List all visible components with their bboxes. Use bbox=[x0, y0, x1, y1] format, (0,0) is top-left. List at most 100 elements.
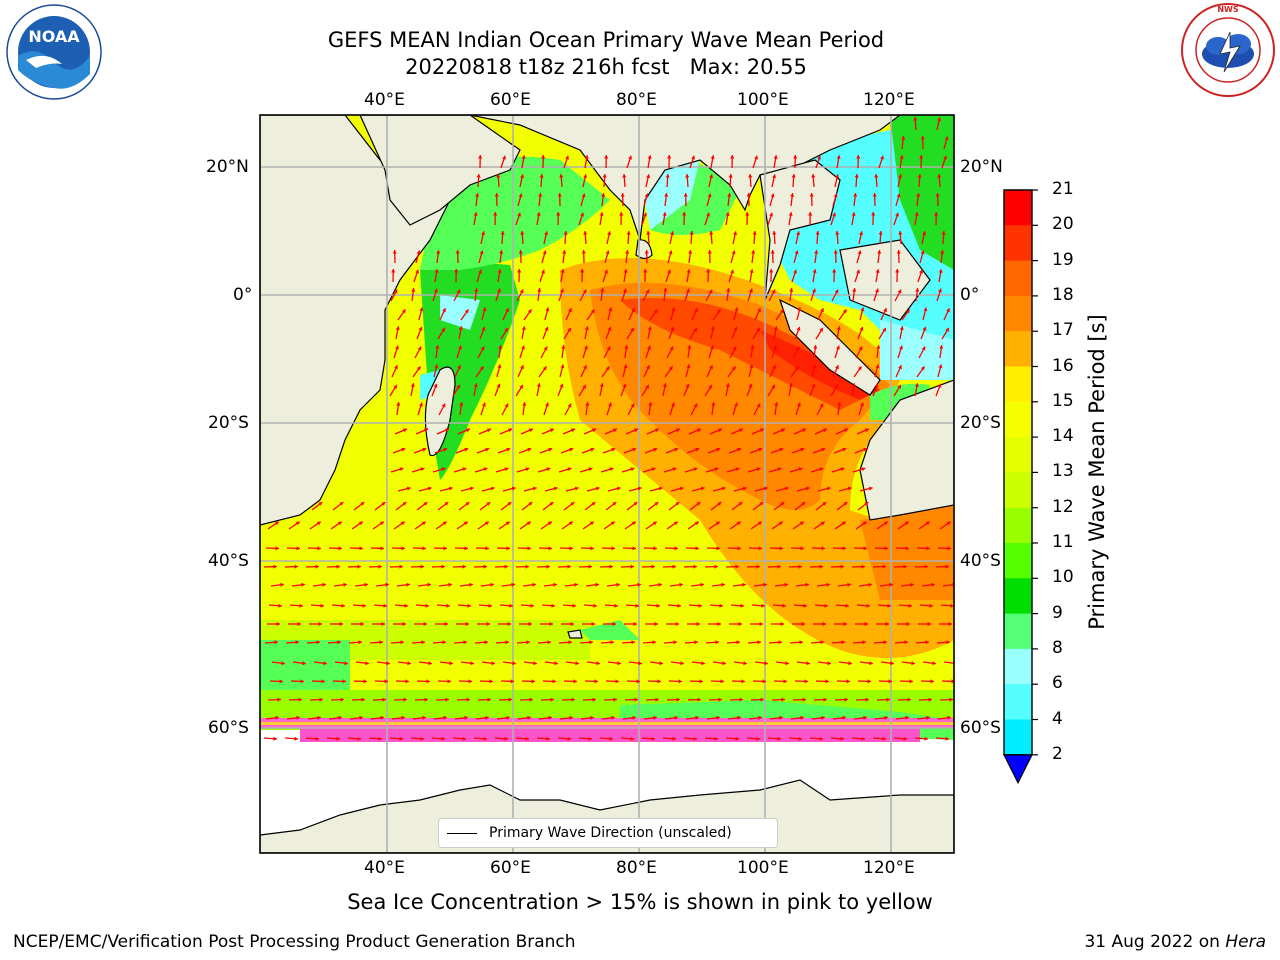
wave-arrow-head bbox=[423, 502, 428, 506]
wave-arrow-head bbox=[693, 327, 697, 332]
colorbar-tick-label: 10 bbox=[1052, 567, 1074, 588]
wave-arrow-head bbox=[465, 502, 470, 506]
wave-arrow-head bbox=[741, 679, 745, 684]
wave-arrow-head bbox=[337, 640, 341, 645]
wave-arrow-head bbox=[943, 155, 947, 160]
wave-arrow-head bbox=[651, 467, 656, 472]
wave-arrow-head bbox=[630, 467, 635, 472]
colorbar-label: Primary Wave Mean Period [s] bbox=[1085, 314, 1109, 630]
wave-arrow-head bbox=[338, 715, 342, 720]
wave-arrow-head bbox=[653, 715, 657, 720]
wave-arrow-head bbox=[281, 661, 285, 666]
wave-arrow-head bbox=[633, 502, 638, 506]
wave-arrow-head bbox=[580, 212, 584, 217]
wave-arrow-head bbox=[760, 697, 764, 702]
wave-arrow-head bbox=[778, 640, 782, 645]
wave-arrow-head bbox=[733, 326, 738, 331]
wave-arrow-head bbox=[919, 269, 923, 274]
wave-arrow-head bbox=[551, 603, 555, 608]
wave-arrow-head bbox=[798, 564, 802, 569]
wave-arrow-head bbox=[549, 621, 553, 627]
wave-arrow-head bbox=[403, 428, 407, 433]
wave-arrow-head bbox=[434, 269, 439, 273]
wave-arrow-head bbox=[926, 715, 930, 720]
wave-arrow-head bbox=[946, 640, 950, 645]
wave-arrow-head bbox=[865, 697, 869, 702]
footer-date: 31 Aug 2022 on Hera bbox=[1084, 932, 1266, 952]
wave-arrow-head bbox=[773, 155, 778, 159]
wave-arrow-head bbox=[759, 621, 763, 627]
wave-arrow-head bbox=[736, 640, 740, 645]
wave-arrow-head bbox=[623, 364, 628, 369]
wave-arrow-head bbox=[826, 486, 831, 491]
wave-arrow-head bbox=[393, 384, 397, 389]
wave-arrow-head bbox=[833, 250, 838, 254]
wave-arrow-head bbox=[922, 231, 927, 236]
wave-arrow-head bbox=[554, 661, 558, 666]
wave-arrow-head bbox=[861, 564, 865, 569]
wave-arrow-head bbox=[676, 697, 680, 702]
wave-arrow-head bbox=[890, 661, 894, 666]
wave-arrow-head bbox=[654, 502, 659, 506]
wave-arrow-head bbox=[462, 467, 467, 472]
wave-arrow-head bbox=[279, 679, 283, 684]
wave-arrow-head bbox=[357, 736, 361, 741]
wave-arrow-head bbox=[464, 715, 468, 720]
wave-arrow-head bbox=[674, 447, 679, 452]
wave-arrow-head bbox=[663, 288, 668, 292]
wave-arrow-head bbox=[874, 383, 879, 388]
bottom-lon-label-120e: 120°E bbox=[863, 858, 915, 878]
wave-arrow-head bbox=[793, 155, 798, 159]
wave-arrow-head bbox=[799, 640, 803, 645]
wave-arrow-head bbox=[443, 715, 447, 720]
wave-arrow-head bbox=[504, 403, 509, 408]
wave-arrow-head bbox=[567, 736, 571, 741]
wave-arrow-head bbox=[550, 428, 554, 433]
wave-arrow-head bbox=[557, 193, 562, 197]
wave-arrow-head bbox=[643, 269, 648, 273]
wave-arrow-head bbox=[688, 250, 693, 254]
wave-arrow-head bbox=[632, 447, 637, 452]
wave-arrow-head bbox=[885, 621, 889, 627]
colorbar-segment bbox=[1004, 401, 1032, 438]
wave-arrow-head bbox=[444, 621, 448, 627]
wave-arrow-head bbox=[927, 621, 931, 627]
wave-arrow-head bbox=[474, 288, 479, 292]
wave-arrow-head bbox=[539, 174, 544, 178]
wave-arrow-head bbox=[865, 428, 869, 433]
wave-arrow-head bbox=[738, 621, 742, 627]
wave-arrow-head bbox=[771, 289, 776, 294]
wave-arrow-head bbox=[528, 502, 533, 506]
wave-arrow-head bbox=[909, 679, 913, 684]
wave-arrow-head bbox=[609, 564, 613, 569]
wave-arrow-head bbox=[781, 428, 785, 433]
wave-arrow-head bbox=[917, 174, 922, 178]
wave-arrow-head bbox=[644, 193, 649, 198]
wave-arrow-head bbox=[527, 715, 531, 720]
wave-arrow-head bbox=[857, 250, 862, 255]
wave-arrow-head bbox=[647, 345, 651, 350]
wave-arrow-head bbox=[338, 546, 342, 551]
wave-arrow-head bbox=[611, 546, 615, 551]
wave-arrow-head bbox=[760, 428, 764, 433]
wave-arrow-head bbox=[827, 661, 831, 666]
wave-arrow-head bbox=[782, 603, 786, 608]
wave-arrow-head bbox=[280, 582, 284, 587]
wave-arrow-head bbox=[609, 467, 614, 472]
wave-arrow-head bbox=[591, 502, 596, 506]
wave-arrow-head bbox=[675, 621, 679, 627]
wave-arrow-head bbox=[392, 250, 397, 254]
wave-arrow-head bbox=[581, 193, 586, 198]
wave-arrow-head bbox=[716, 546, 720, 551]
wave-arrow-head bbox=[273, 564, 277, 569]
wave-arrow-head bbox=[866, 603, 870, 608]
wave-arrow-head bbox=[401, 309, 406, 314]
wave-arrow-head bbox=[550, 697, 554, 702]
colorbar-tick-label: 8 bbox=[1052, 637, 1063, 658]
wave-arrow-head bbox=[443, 447, 448, 452]
wave-arrow-head bbox=[710, 155, 715, 159]
wave-arrow-head bbox=[821, 715, 825, 720]
wave-arrow-head bbox=[925, 640, 929, 645]
wave-arrow-head bbox=[764, 661, 768, 666]
wave-arrow-head bbox=[695, 715, 699, 720]
